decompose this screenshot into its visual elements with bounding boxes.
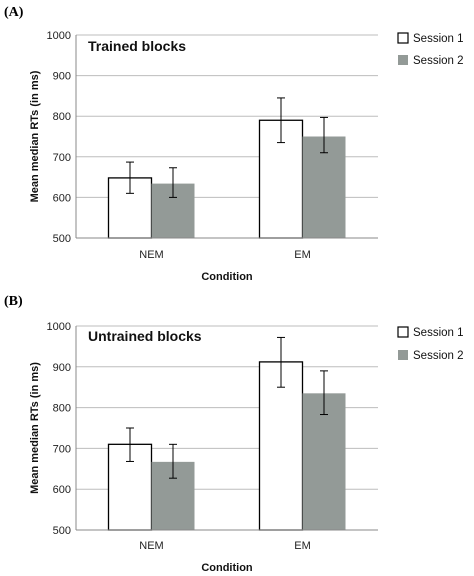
legend-swatch-series-2 [398,55,408,65]
y-tick-label: 800 [53,111,71,123]
y-tick-label: 800 [53,403,71,415]
legend-swatch-series-1 [397,326,409,338]
legend-swatch-series-2 [398,350,408,360]
y-tick-label: 600 [53,484,71,496]
x-category-label: NEM [139,249,163,261]
x-axis-title: Condition [201,271,253,283]
x-category-label: EM [294,249,311,261]
bar-em-series-1 [258,361,304,531]
legend-label-series-1: Session 1 [413,33,464,45]
legend-label-series-1: Session 1 [413,327,464,339]
y-tick-label: 500 [53,233,71,245]
y-axis-title: Mean median RTs (in ms) [29,70,41,202]
y-tick-label: 900 [53,362,71,374]
panel-label: (B) [4,294,23,309]
x-axis-title: Condition [201,562,253,574]
legend-label-series-2: Session 2 [413,55,464,67]
y-tick-label: 1000 [47,321,71,333]
x-category-label: EM [294,540,311,552]
chart-title: Untrained blocks [88,328,202,344]
y-tick-label: 600 [53,192,71,204]
x-category-label: NEM [139,540,163,552]
y-axis-title: Mean median RTs (in ms) [29,362,41,494]
y-tick-label: 700 [53,152,71,164]
y-tick-label: 900 [53,71,71,83]
y-tick-label: 1000 [47,30,71,42]
bar-em-series-2 [302,136,346,238]
chart-title: Trained blocks [88,38,186,54]
legend-label-series-2: Session 2 [413,350,464,362]
bar-em-series-2 [302,393,346,530]
y-tick-label: 500 [53,525,71,537]
chart-panel-b: (B) 500 600 700 800 900 1000 Untrained blocks NE… [4,294,464,574]
chart-panel-a: (A) 500 600 700 800 900 1000 Trained blocks NEM E… [4,5,464,283]
y-tick-label: 700 [53,443,71,455]
legend-swatch-series-1 [397,32,409,44]
panel-label: (A) [4,5,24,20]
